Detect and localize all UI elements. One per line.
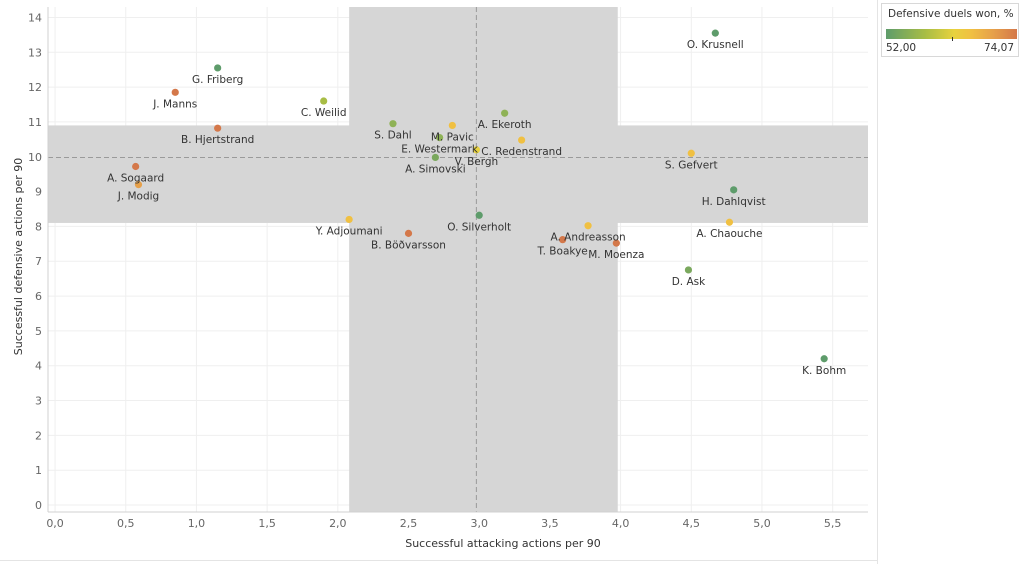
point-label: A. Chaouche xyxy=(696,228,762,240)
x-tick-label: 1,5 xyxy=(258,517,276,530)
data-point[interactable] xyxy=(518,136,526,144)
data-point[interactable] xyxy=(345,215,353,224)
x-tick-label: 3,5 xyxy=(541,517,559,530)
y-tick-label: 14 xyxy=(28,11,42,24)
x-tick-label: 3,0 xyxy=(470,517,488,530)
point-label: H. Dahlqvist xyxy=(702,196,766,208)
bottom-border xyxy=(0,560,878,561)
point-label: C. Redenstrand xyxy=(481,146,562,158)
point-label: V. Bergh xyxy=(455,156,499,168)
data-point[interactable] xyxy=(436,134,444,142)
legend-max-label: 74,07 xyxy=(983,42,1014,54)
data-point[interactable] xyxy=(448,121,456,130)
y-tick-label: 13 xyxy=(28,46,42,59)
data-point[interactable] xyxy=(684,266,693,274)
point-label: A. Ekeroth xyxy=(478,119,532,131)
scatter-chart: 0,0 0,5 1,0 1,5 2,0 2,5 3,0 3,5 4,0 4,5 5,0 5,5 0 1 2 3… xyxy=(12,7,868,550)
data-point[interactable] xyxy=(475,211,483,219)
y-tick-label: 9 xyxy=(35,186,42,199)
point-label: A. Andreasson xyxy=(550,232,625,244)
data-point[interactable] xyxy=(612,239,620,247)
point-label: M. Moenza xyxy=(588,249,644,261)
data-point[interactable] xyxy=(687,149,695,157)
point-label: S. Gefvert xyxy=(665,159,718,171)
horizontal-shaded-band xyxy=(48,125,868,223)
color-legend[interactable]: Defensive duels won, % 52,00 74,07 xyxy=(881,3,1019,57)
x-tick-label: 5,5 xyxy=(824,517,842,530)
point-label: C. Weilid xyxy=(301,107,347,119)
y-tick-label: 1 xyxy=(35,464,42,477)
y-tick-label: 3 xyxy=(35,395,42,408)
point-label: O. Silverholt xyxy=(447,221,511,233)
x-tick-label: 2,0 xyxy=(329,517,347,530)
x-tick-label: 2,5 xyxy=(400,517,418,530)
data-point[interactable] xyxy=(711,29,719,37)
x-tick-label: 0,0 xyxy=(46,517,64,530)
point-label: M. Pavic xyxy=(431,131,474,143)
data-point[interactable] xyxy=(501,109,509,117)
point-label: G. Friberg xyxy=(192,74,243,86)
legend-gradient-bar[interactable] xyxy=(886,29,1017,39)
y-tick-label: 10 xyxy=(28,151,42,164)
point-label: J. Manns xyxy=(152,98,197,110)
data-point[interactable] xyxy=(214,64,222,72)
data-point[interactable] xyxy=(584,222,592,230)
vertical-shaded-band xyxy=(349,7,618,512)
data-point[interactable] xyxy=(214,124,222,132)
point-label: O. Krusnell xyxy=(687,39,744,51)
point-label: D. Ask xyxy=(672,276,706,288)
data-point[interactable] xyxy=(389,120,397,128)
point-label: E. Westermark xyxy=(401,144,479,156)
x-tick-label: 1,0 xyxy=(188,517,206,530)
y-tick-label: 7 xyxy=(35,255,42,268)
point-label: S. Dahl xyxy=(374,130,411,142)
data-point[interactable] xyxy=(730,186,738,194)
y-tick-label: 11 xyxy=(28,116,42,129)
y-tick-label: 4 xyxy=(35,360,42,373)
x-tick-label: 5,0 xyxy=(753,517,771,530)
data-point[interactable] xyxy=(431,153,439,162)
point-label: A. Simovski xyxy=(405,163,466,175)
data-point[interactable] xyxy=(472,146,480,154)
legend-marker xyxy=(952,37,953,41)
y-tick-label: 0 xyxy=(35,499,42,512)
x-tick-label: 4,0 xyxy=(612,517,630,530)
point-label: A. Sogaard xyxy=(107,173,164,185)
point-label: B. Hjertstrand xyxy=(181,134,254,146)
panel-divider xyxy=(877,0,878,564)
data-point[interactable] xyxy=(132,162,140,171)
point-label: Y. Adjoumani xyxy=(315,225,383,237)
x-tick-label: 0,5 xyxy=(117,517,135,530)
data-point[interactable] xyxy=(404,229,413,237)
data-point[interactable] xyxy=(171,88,179,96)
y-tick-label: 12 xyxy=(28,81,42,94)
point-label: T. Boakye xyxy=(536,246,587,258)
data-point[interactable] xyxy=(320,97,328,105)
legend-title: Defensive duels won, % xyxy=(888,8,1014,20)
y-tick-label: 5 xyxy=(35,325,42,338)
data-point[interactable] xyxy=(134,181,143,189)
point-label: B. Böðvarsson xyxy=(371,239,446,251)
point-label: K. Bohm xyxy=(802,365,846,377)
data-point[interactable] xyxy=(559,236,567,244)
legend-min-label: 52,00 xyxy=(886,42,917,54)
data-point[interactable] xyxy=(725,218,734,226)
point-label: J. Modig xyxy=(117,191,160,203)
y-axis-title: Successful defensive actions per 90 xyxy=(12,158,25,355)
chart-canvas: 0,0 0,5 1,0 1,5 2,0 2,5 3,0 3,5 4,0 4,5 5,0 5,50123… xyxy=(12,7,868,550)
y-tick-label: 2 xyxy=(35,429,42,442)
y-tick-label: 8 xyxy=(35,220,42,233)
y-tick-label: 6 xyxy=(35,290,42,303)
x-axis-title: Successful attacking actions per 90 xyxy=(405,537,601,550)
data-point[interactable] xyxy=(820,355,828,363)
x-tick-label: 4,5 xyxy=(683,517,701,530)
